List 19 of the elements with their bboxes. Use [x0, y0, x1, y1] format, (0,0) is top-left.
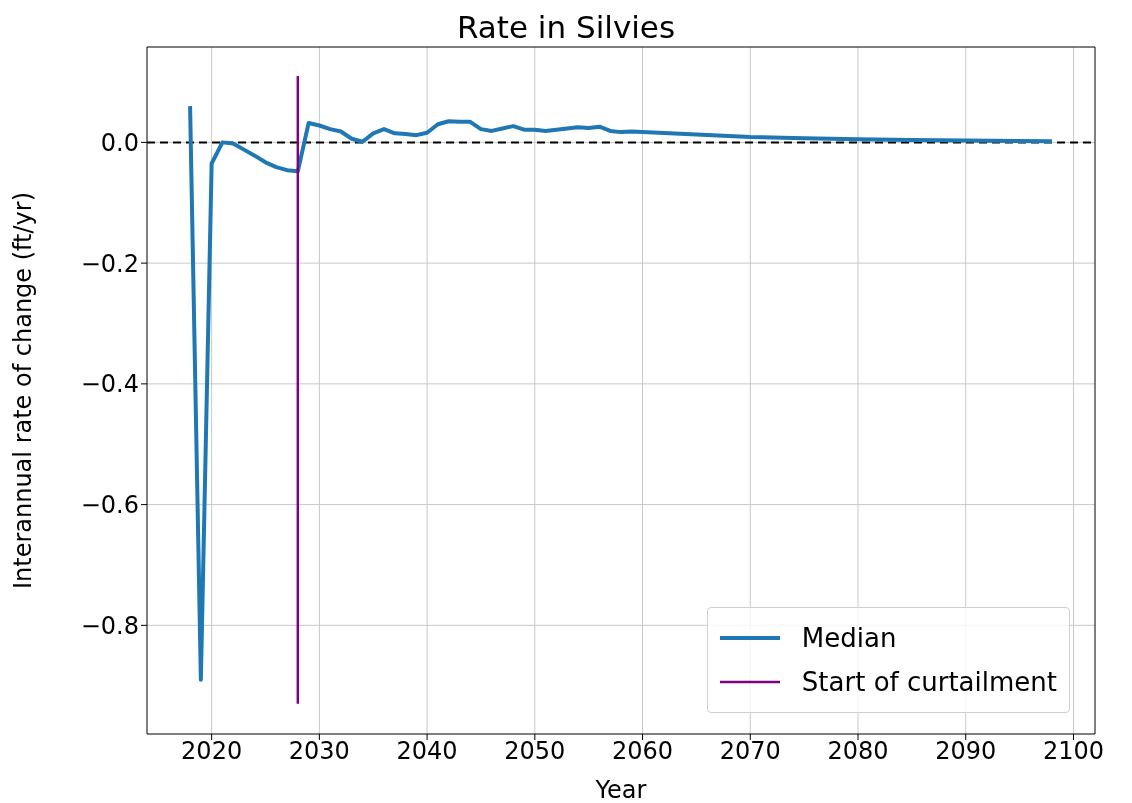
x-tick-label: 2060 [612, 737, 674, 766]
legend-label: Start of curtailment [801, 666, 1057, 699]
y-tick-label: −0.2 [80, 249, 139, 278]
y-tick-label: −0.4 [80, 370, 139, 399]
y-tick-label: −0.8 [80, 611, 139, 640]
y-tick-label: 0.0 [100, 128, 139, 157]
x-tick-label: 2020 [181, 737, 243, 766]
chart-title: Rate in Silvies [455, 8, 677, 46]
x-tick-label: 2030 [288, 737, 350, 766]
x-tick-label: 2090 [935, 737, 997, 766]
y-tick-label: −0.6 [80, 491, 139, 520]
legend-label: Median [801, 622, 897, 655]
x-tick-label: 2050 [504, 737, 566, 766]
y-axis-title: Interannual rate of change (ft/yr) [8, 191, 37, 590]
x-tick-label: 2070 [719, 737, 781, 766]
x-tick-label: 2080 [827, 737, 889, 766]
x-tick-label: 2100 [1042, 737, 1104, 766]
x-tick-label: 2040 [396, 737, 458, 766]
x-axis-title: Year [594, 776, 647, 803]
